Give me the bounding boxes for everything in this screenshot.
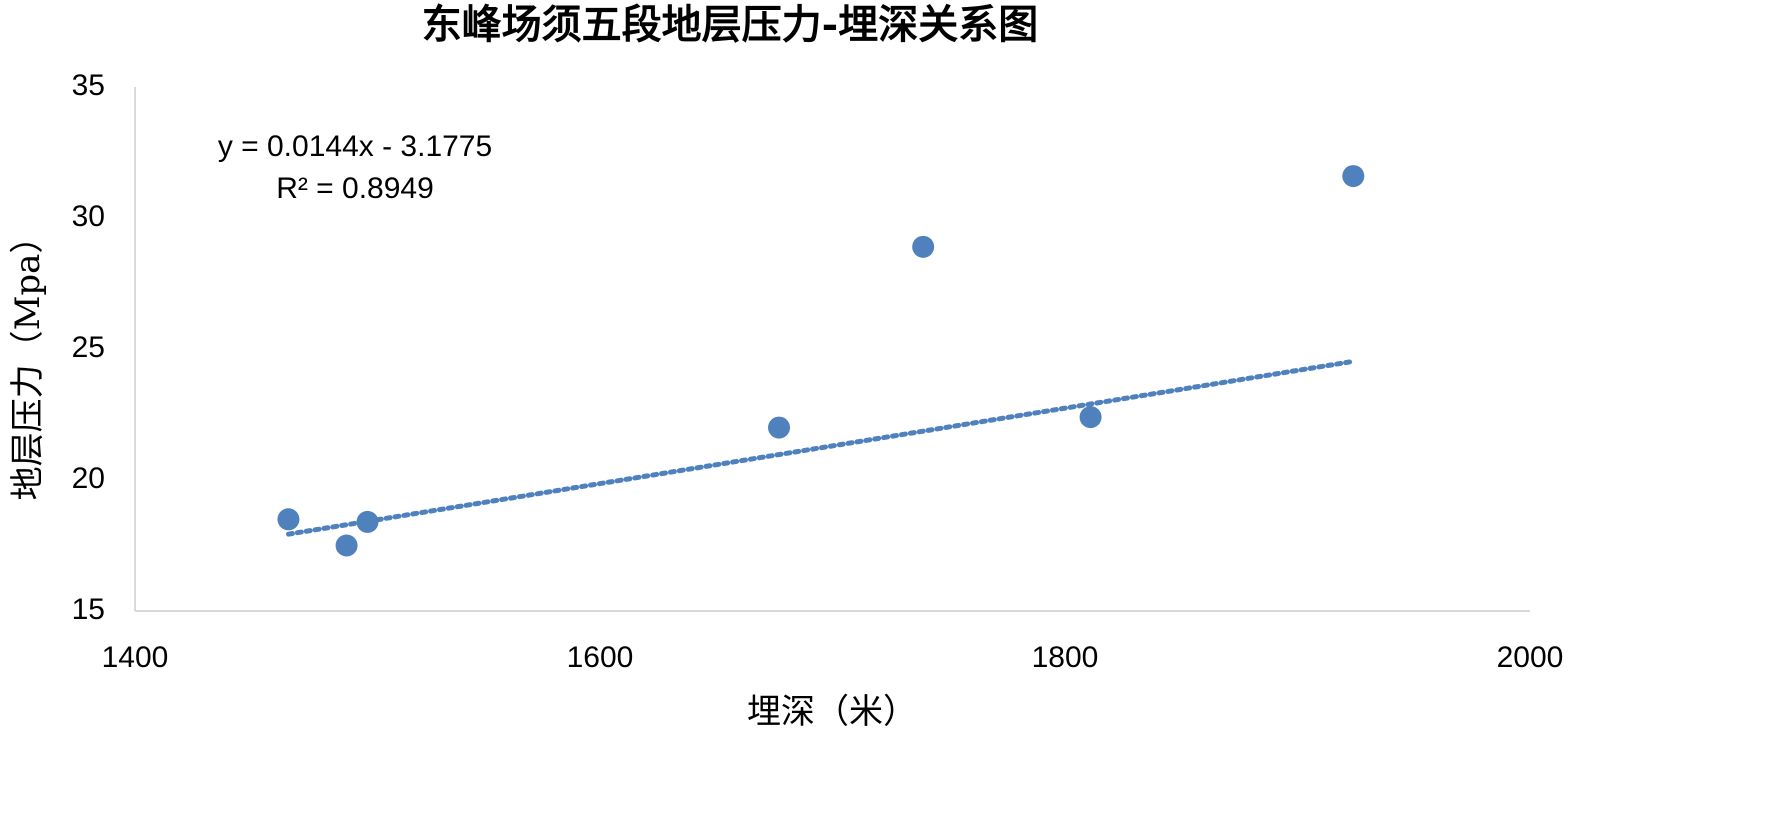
point: [912, 235, 935, 258]
x-tick-label: 1800: [1032, 641, 1099, 674]
y-tick-label: 30: [72, 200, 105, 233]
trend-r2: R² = 0.8949: [276, 172, 434, 205]
point: [1079, 406, 1102, 429]
point: [356, 510, 379, 533]
point: [277, 508, 300, 531]
y-tick-label: 25: [72, 331, 105, 364]
y-tick-label: 20: [72, 462, 105, 495]
y-tick-label: 35: [72, 69, 105, 102]
point: [335, 534, 358, 557]
x-tick-label: 1600: [567, 641, 634, 674]
point: [768, 416, 791, 439]
x-tick-label: 2000: [1497, 641, 1564, 674]
chart-title: 东峰场须五段地层压力-埋深关系图: [422, 1, 1039, 48]
point: [1342, 165, 1365, 188]
trendline: [285, 358, 1356, 537]
x-tick-label: 1400: [102, 641, 169, 674]
y-tick-label: 15: [72, 593, 105, 626]
trend-equation: y = 0.0144x - 3.1775: [218, 130, 492, 163]
x-axis-label: 埋深（米）: [747, 692, 917, 732]
y-axis-label: 地层压力（Mpa）: [8, 220, 48, 501]
